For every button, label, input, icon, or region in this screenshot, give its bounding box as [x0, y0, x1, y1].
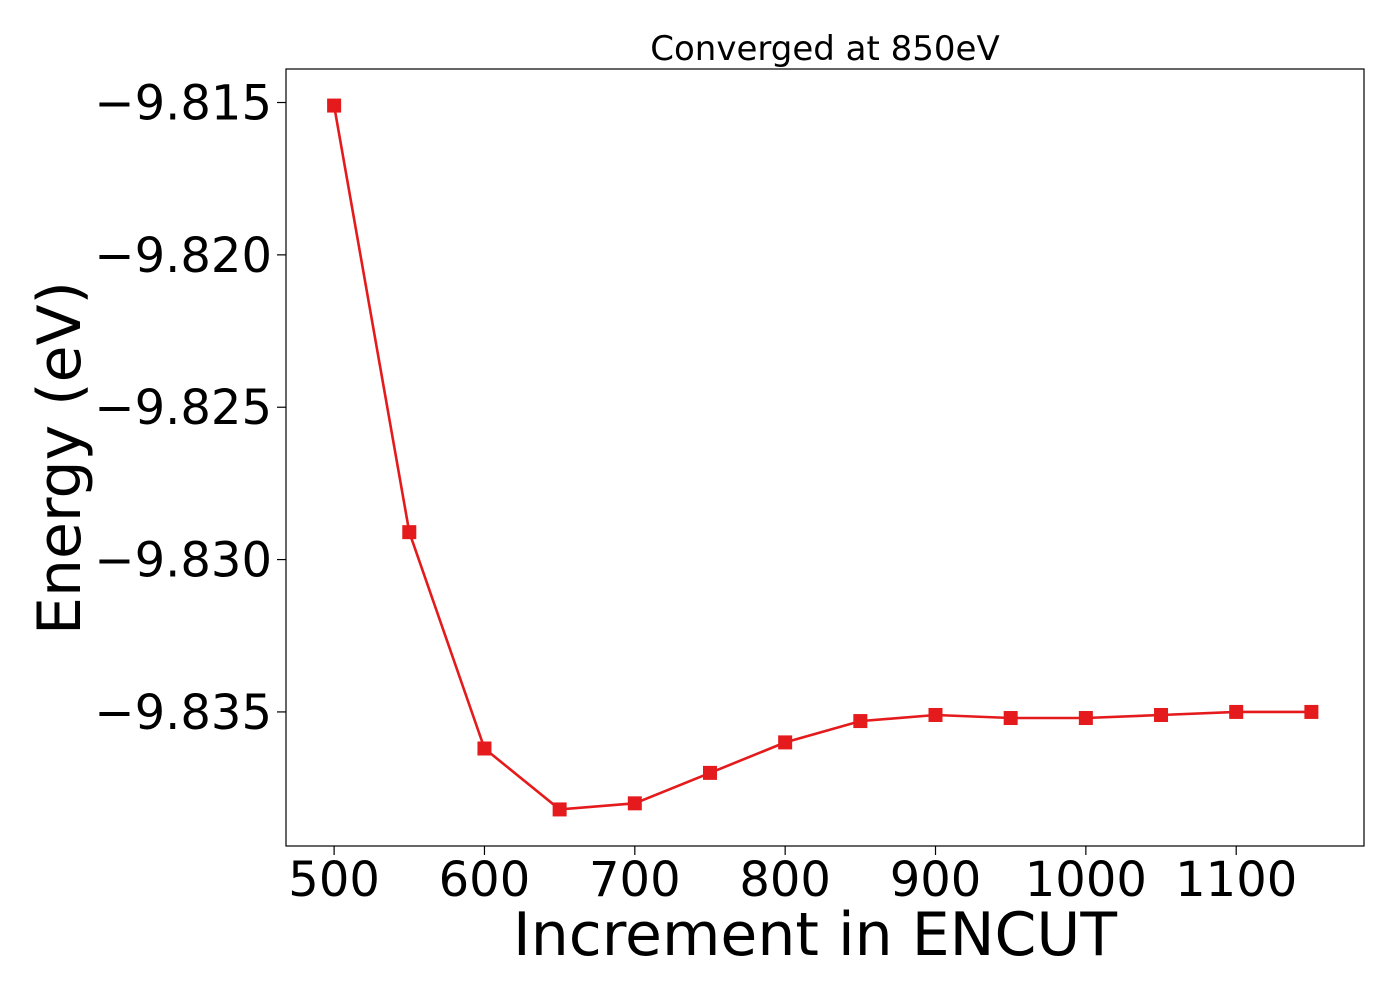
y-axis-label: Energy (eV)	[25, 281, 95, 635]
x-axis: 500 600 700 800 900 1000 1100	[288, 846, 1297, 908]
data-point	[1154, 707, 1169, 722]
data-point	[552, 802, 567, 817]
x-tick-label: 1100	[1175, 852, 1297, 908]
series-group	[327, 98, 1319, 817]
y-tick-label: −9.830	[94, 533, 272, 589]
data-point	[477, 741, 492, 756]
y-axis: −9.815 −9.820 −9.825 −9.830 −9.835	[94, 76, 286, 741]
y-tick-label: −9.825	[94, 380, 272, 436]
data-point	[1078, 711, 1093, 726]
y-tick-label: −9.815	[94, 76, 272, 132]
x-tick-label: 800	[739, 852, 831, 908]
y-tick-label: −9.835	[94, 685, 272, 741]
data-point	[1003, 711, 1018, 726]
x-tick-label: 900	[890, 852, 982, 908]
y-tick-label: −9.820	[94, 228, 272, 284]
plot-frame	[285, 68, 1365, 847]
plot-background	[286, 69, 1364, 846]
data-point	[853, 714, 868, 729]
x-tick-label: 500	[288, 852, 380, 908]
series-line	[332, 105, 1312, 811]
chart-title: Converged at 850eV	[650, 29, 999, 69]
x-tick-label: 600	[439, 852, 531, 908]
x-tick-label: 700	[589, 852, 681, 908]
data-point	[627, 796, 642, 811]
data-point	[1304, 704, 1319, 719]
data-point	[402, 525, 417, 540]
data-point	[778, 735, 793, 750]
x-tick-label: 1000	[1025, 852, 1147, 908]
data-point	[327, 98, 342, 113]
data-point	[702, 765, 717, 780]
data-point	[928, 707, 943, 722]
data-point	[1229, 704, 1244, 719]
x-axis-label: Increment in ENCUT	[513, 900, 1117, 970]
